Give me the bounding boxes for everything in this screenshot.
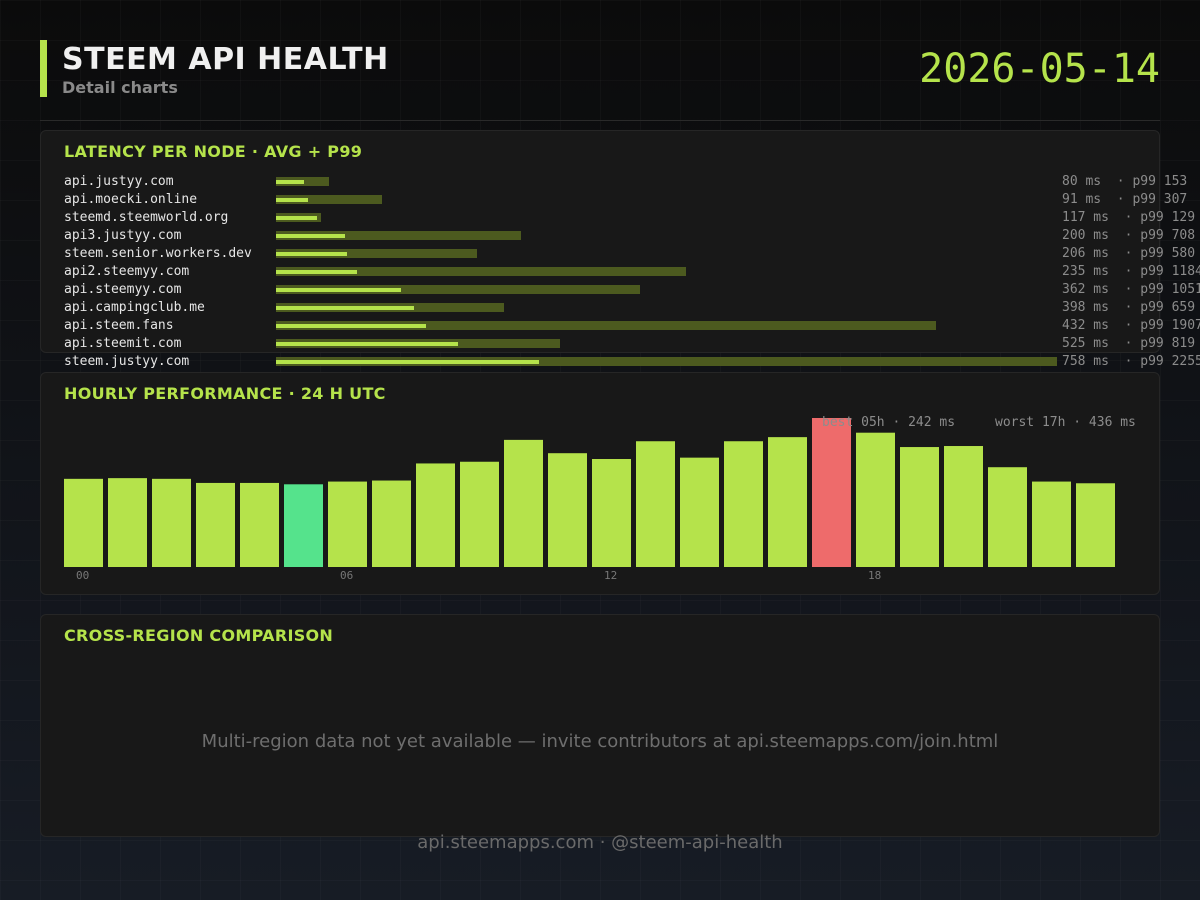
latency-value-label: 758 ms · p99 2255 xyxy=(1062,354,1200,369)
latency-row: api.steemyy.com 362 ms · p99 1051 xyxy=(64,281,1200,299)
avg-bar xyxy=(276,180,304,184)
hour-bar xyxy=(856,432,895,567)
node-name: api.steemyy.com xyxy=(64,282,182,297)
node-name: api3.justyy.com xyxy=(64,228,182,243)
region-panel: CROSS-REGION COMPARISON xyxy=(40,614,1160,837)
header-divider xyxy=(40,120,1160,121)
latency-row: steem.senior.workers.dev 206 ms · p99 580 xyxy=(64,245,1200,263)
p99-bar xyxy=(276,357,1057,366)
worst-hour-annotation: worst 17h · 436 ms xyxy=(995,415,1136,430)
latency-value-label: 91 ms · p99 307 xyxy=(1062,192,1188,207)
hour-bar xyxy=(416,463,455,567)
latency-row: api.steemit.com 525 ms · p99 819 xyxy=(64,335,1200,353)
latency-row: api.moecki.online 91 ms · p99 307 xyxy=(64,191,1200,209)
p99-bar xyxy=(276,267,687,276)
hour-bar xyxy=(768,437,807,567)
node-name: api.steem.fans xyxy=(64,318,174,333)
hour-bar xyxy=(152,478,191,567)
latency-value-label: 525 ms · p99 819 xyxy=(1062,336,1196,351)
node-name: steem.justyy.com xyxy=(64,354,190,369)
hour-bar-worst xyxy=(812,418,851,567)
avg-bar xyxy=(276,270,358,274)
title-accent-bar xyxy=(40,40,47,97)
hour-tick-label: 18 xyxy=(868,569,881,582)
latency-value-label: 200 ms · p99 708 xyxy=(1062,228,1196,243)
hour-bar xyxy=(636,441,675,567)
region-panel-title: CROSS-REGION COMPARISON xyxy=(64,626,334,645)
hour-bar xyxy=(988,467,1027,567)
latency-row: steemd.steemworld.org 117 ms · p99 129 xyxy=(64,209,1200,227)
avg-bar xyxy=(276,306,414,310)
avg-bar xyxy=(276,324,426,328)
hour-bar xyxy=(108,478,147,567)
node-name: api.justyy.com xyxy=(64,174,174,189)
latency-row: api.steem.fans 432 ms · p99 1907 xyxy=(64,317,1200,335)
latency-row: api3.justyy.com 200 ms · p99 708 xyxy=(64,227,1200,245)
report-date: 2026-05-14 xyxy=(919,46,1160,92)
latency-value-label: 80 ms · p99 153 xyxy=(1062,174,1188,189)
p99-bar xyxy=(276,285,640,294)
hour-bar xyxy=(680,457,719,567)
node-name: api.steemit.com xyxy=(64,336,182,351)
hour-bar xyxy=(328,481,367,567)
page-title: STEEM API HEALTH xyxy=(62,42,389,77)
latency-value-label: 432 ms · p99 1907 xyxy=(1062,318,1200,333)
latency-panel: LATENCY PER NODE · AVG + P99 xyxy=(40,130,1160,353)
hour-bar xyxy=(460,461,499,567)
p99-bar xyxy=(276,231,522,240)
page-subtitle: Detail charts xyxy=(62,78,178,97)
hour-bar xyxy=(900,447,939,567)
hour-bar xyxy=(372,480,411,567)
hour-bar xyxy=(64,478,103,567)
latency-value-label: 235 ms · p99 1184 xyxy=(1062,264,1200,279)
hourly-panel-title: HOURLY PERFORMANCE · 24 H UTC xyxy=(64,384,386,403)
avg-bar xyxy=(276,198,308,202)
avg-bar xyxy=(276,216,317,220)
avg-bar xyxy=(276,342,458,346)
region-empty-message: Multi-region data not yet available — in… xyxy=(201,731,999,752)
hour-bar xyxy=(240,482,279,567)
latency-row: api.justyy.com 80 ms · p99 153 xyxy=(64,173,1200,191)
latency-value-label: 398 ms · p99 659 xyxy=(1062,300,1196,315)
p99-bar xyxy=(276,321,937,330)
p99-bar xyxy=(276,249,477,258)
latency-value-label: 117 ms · p99 129 xyxy=(1062,210,1196,225)
footer-text: api.steemapps.com · @steem-api-health xyxy=(417,832,783,853)
hour-tick-label: 12 xyxy=(604,569,617,582)
latency-row: api.campingclub.me 398 ms · p99 659 xyxy=(64,299,1200,317)
latency-value-label: 206 ms · p99 580 xyxy=(1062,246,1196,261)
latency-value-label: 362 ms · p99 1051 xyxy=(1062,282,1200,297)
latency-row: steem.justyy.com 758 ms · p99 2255 xyxy=(64,353,1200,371)
node-name: api.moecki.online xyxy=(64,192,198,207)
avg-bar xyxy=(276,252,348,256)
hour-bar xyxy=(1032,481,1071,567)
hour-bar xyxy=(592,459,631,567)
hour-bar xyxy=(504,439,543,567)
node-name: steem.senior.workers.dev xyxy=(64,246,252,261)
node-name: api2.steemyy.com xyxy=(64,264,190,279)
hour-bar xyxy=(196,482,235,567)
hour-bar xyxy=(944,446,983,567)
node-name: api.campingclub.me xyxy=(64,300,205,315)
hour-tick-label: 06 xyxy=(340,569,353,582)
hour-bar xyxy=(724,441,763,567)
latency-panel-title: LATENCY PER NODE · AVG + P99 xyxy=(64,142,363,161)
avg-bar xyxy=(276,360,539,364)
avg-bar xyxy=(276,288,402,292)
hour-bar-best xyxy=(284,484,323,567)
p99-bar xyxy=(276,195,383,204)
hour-bar xyxy=(548,453,587,567)
node-name: steemd.steemworld.org xyxy=(64,210,229,225)
hour-tick-label: 00 xyxy=(76,569,89,582)
avg-bar xyxy=(276,234,346,238)
hour-bar xyxy=(1076,483,1115,567)
latency-row: api2.steemyy.com 235 ms · p99 1184 xyxy=(64,263,1200,281)
best-hour-annotation: best 05h · 242 ms xyxy=(822,415,956,430)
